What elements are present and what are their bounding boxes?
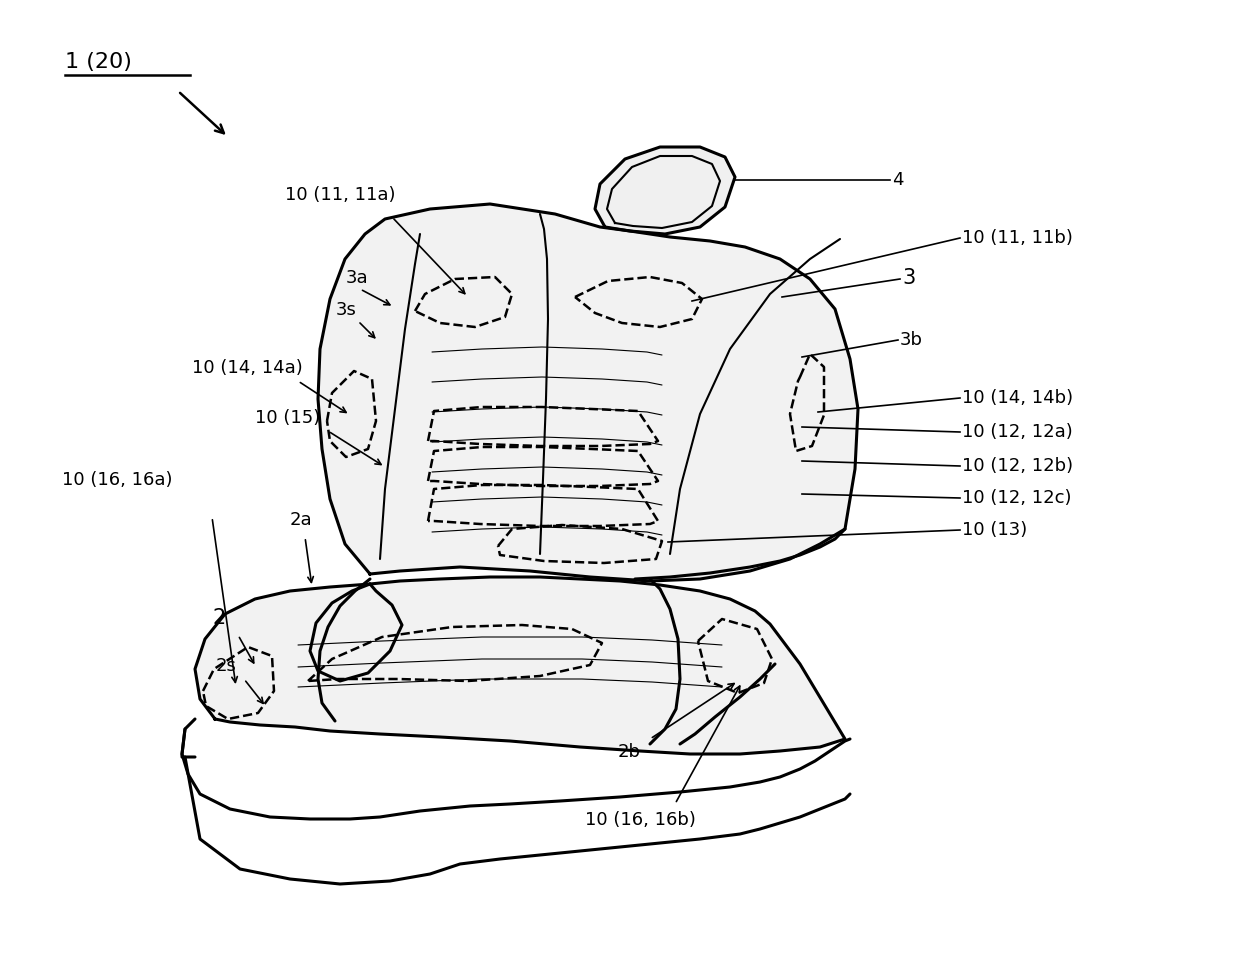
Text: 10 (16, 16b): 10 (16, 16b) [585, 810, 696, 828]
Text: 3a: 3a [346, 268, 368, 287]
Text: 3s: 3s [336, 300, 357, 319]
Text: 10 (12, 12c): 10 (12, 12c) [962, 488, 1071, 507]
Text: 10 (14, 14b): 10 (14, 14b) [962, 389, 1073, 407]
Text: 10 (13): 10 (13) [962, 520, 1027, 539]
Text: 3: 3 [901, 267, 915, 288]
Text: 2b: 2b [618, 742, 641, 761]
Polygon shape [595, 148, 735, 234]
Text: 10 (12, 12a): 10 (12, 12a) [962, 422, 1073, 441]
Text: 2a: 2a [290, 511, 312, 528]
Text: 10 (15): 10 (15) [255, 409, 320, 426]
Text: 4: 4 [892, 171, 904, 189]
Text: 10 (11, 11a): 10 (11, 11a) [285, 186, 396, 203]
Text: 2: 2 [212, 608, 226, 627]
Text: 10 (16, 16a): 10 (16, 16a) [62, 471, 172, 488]
Polygon shape [317, 204, 858, 581]
Polygon shape [195, 578, 844, 754]
Text: 10 (14, 14a): 10 (14, 14a) [192, 359, 303, 377]
Text: 10 (11, 11b): 10 (11, 11b) [962, 229, 1073, 247]
Text: 10 (12, 12b): 10 (12, 12b) [962, 456, 1073, 475]
Text: 3b: 3b [900, 330, 923, 349]
Text: 1 (20): 1 (20) [64, 52, 131, 72]
Text: 2s: 2s [216, 656, 237, 674]
